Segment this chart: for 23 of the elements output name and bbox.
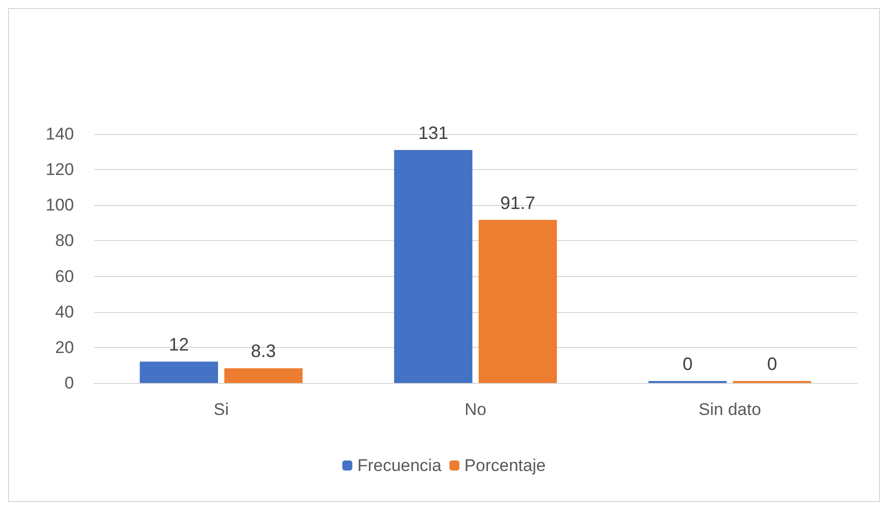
legend-label: Frecuencia	[357, 456, 442, 475]
y-tick-label: 80	[55, 231, 74, 250]
bar	[478, 220, 557, 383]
data-label: 0	[767, 354, 778, 374]
data-label: 8.3	[250, 341, 276, 362]
bar	[224, 368, 303, 383]
y-tick-label: 120	[46, 160, 74, 180]
y-tick-label: 0	[64, 374, 74, 392]
x-tick-label: No	[464, 400, 486, 419]
bar	[394, 150, 472, 383]
y-tick-label: 100	[46, 196, 74, 215]
data-label: 91.7	[500, 192, 536, 213]
data-label: 12	[168, 334, 189, 355]
data-label: 131	[418, 123, 448, 144]
legend-label: Porcentaje	[464, 456, 546, 475]
y-tick-label: 60	[55, 266, 74, 286]
y-tick-label: 20	[55, 338, 74, 357]
x-tick-label: Sin dato	[698, 400, 762, 419]
y-tick-label: 140	[46, 124, 74, 144]
data-label: 0	[682, 354, 693, 374]
x-tick-label: Si	[214, 400, 229, 419]
y-tick-label: 40	[55, 302, 74, 322]
bar	[140, 362, 218, 383]
